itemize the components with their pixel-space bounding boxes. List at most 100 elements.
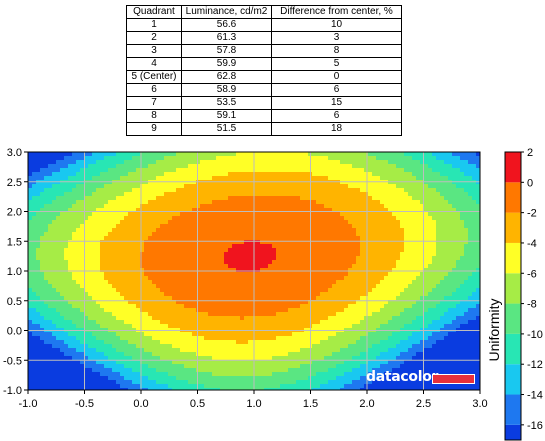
contour-cell <box>196 172 201 177</box>
contour-cell <box>412 308 417 313</box>
contour-cell <box>400 272 405 277</box>
contour-cell <box>280 168 285 173</box>
contour-cell <box>216 168 221 173</box>
contour-cell <box>388 224 393 229</box>
contour-cell <box>240 244 245 249</box>
contour-cell <box>456 296 461 301</box>
contour-cell <box>328 264 333 269</box>
contour-cell <box>124 236 129 241</box>
contour-cell <box>324 184 329 189</box>
contour-cell <box>412 248 417 253</box>
contour-cell <box>92 308 97 313</box>
contour-cell <box>224 172 229 177</box>
contour-cell <box>396 256 401 261</box>
contour-cell <box>392 252 397 257</box>
contour-cell <box>336 248 341 253</box>
contour-cell <box>208 156 213 161</box>
contour-cell <box>168 324 173 329</box>
contour-cell <box>100 184 105 189</box>
contour-cell <box>268 164 273 169</box>
contour-cell <box>160 248 165 253</box>
contour-cell <box>120 296 125 301</box>
contour-cell <box>84 232 89 237</box>
contour-cell <box>340 296 345 301</box>
contour-cell <box>272 196 277 201</box>
contour-cell <box>52 224 57 229</box>
contour-cell <box>60 228 65 233</box>
contour-cell <box>28 272 33 277</box>
contour-cell <box>240 172 245 177</box>
contour-cell <box>424 164 429 169</box>
contour-cell <box>256 248 261 253</box>
contour-cell <box>88 192 93 197</box>
contour-cell <box>32 236 37 241</box>
contour-cell <box>284 184 289 189</box>
contour-cell <box>52 320 57 325</box>
contour-cell <box>324 264 329 269</box>
contour-cell <box>348 188 353 193</box>
contour-cell <box>348 200 353 205</box>
contour-cell <box>36 200 41 205</box>
contour-cell <box>464 212 469 217</box>
contour-cell <box>80 240 85 245</box>
contour-cell <box>408 204 413 209</box>
contour-cell <box>444 232 449 237</box>
contour-cell <box>272 252 277 257</box>
contour-cell <box>456 288 461 293</box>
contour-cell <box>352 288 357 293</box>
contour-cell <box>392 292 397 297</box>
contour-cell <box>156 160 161 165</box>
contour-cell <box>316 304 321 309</box>
contour-cell <box>188 256 193 261</box>
contour-cell <box>72 324 77 329</box>
contour-cell <box>356 208 361 213</box>
contour-cell <box>240 160 245 165</box>
contour-cell <box>360 208 365 213</box>
contour-cell <box>160 288 165 293</box>
contour-cell <box>364 308 369 313</box>
contour-cell <box>28 172 33 177</box>
contour-cell <box>440 240 445 245</box>
contour-cell <box>172 292 177 297</box>
contour-cell <box>476 296 481 301</box>
contour-cell <box>220 268 225 273</box>
contour-cell <box>76 220 81 225</box>
contour-cell <box>332 304 337 309</box>
contour-cell <box>136 300 141 305</box>
contour-cell <box>124 216 129 221</box>
contour-cell <box>428 308 433 313</box>
contour-cell <box>160 172 165 177</box>
contour-cell <box>376 232 381 237</box>
contour-cell <box>356 304 361 309</box>
contour-cell <box>476 320 481 325</box>
contour-cell <box>88 208 93 213</box>
contour-cell <box>464 184 469 189</box>
contour-cell <box>44 232 49 237</box>
contour-cell <box>140 208 145 213</box>
contour-cell <box>368 236 373 241</box>
contour-cell <box>220 156 225 161</box>
contour-cell <box>336 268 341 273</box>
contour-cell <box>464 176 469 181</box>
contour-cell <box>468 260 473 265</box>
contour-cell <box>68 212 73 217</box>
contour-cell <box>56 168 61 173</box>
contour-cell <box>220 284 225 289</box>
contour-cell <box>468 224 473 229</box>
contour-cell <box>176 296 181 301</box>
contour-cell <box>208 284 213 289</box>
contour-cell <box>312 324 317 329</box>
contour-cell <box>328 308 333 313</box>
contour-cell <box>116 304 121 309</box>
contour-cell <box>100 252 105 257</box>
contour-cell <box>76 176 81 181</box>
contour-cell <box>244 244 249 249</box>
contour-cell <box>368 156 373 161</box>
contour-cell <box>380 272 385 277</box>
contour-cell <box>228 184 233 189</box>
contour-cell <box>424 312 429 317</box>
contour-cell <box>176 300 181 305</box>
contour-cell <box>464 244 469 249</box>
contour-cell <box>128 272 133 277</box>
contour-cell <box>352 256 357 261</box>
